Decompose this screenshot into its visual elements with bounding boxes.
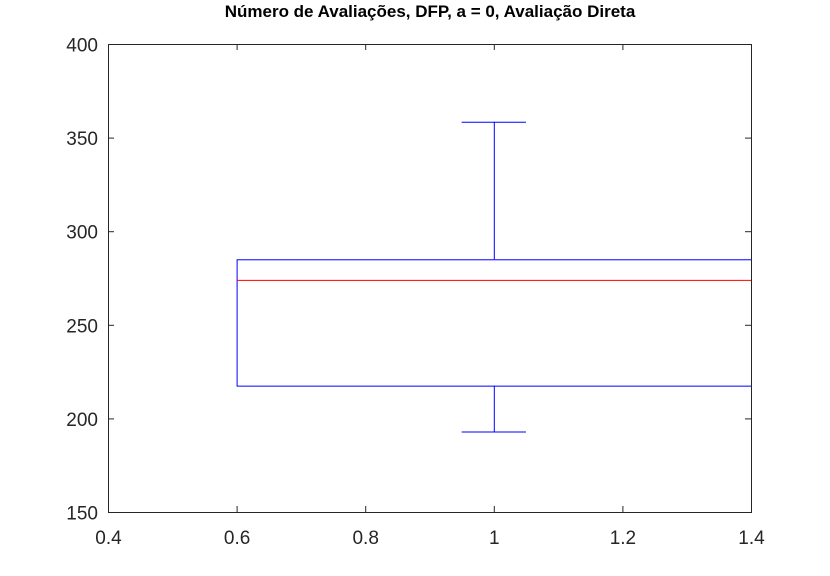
x-axis: 0.4 0.6 0.8 1 1.2 1.4 [95,44,765,549]
x-tick-label: 0.8 [352,528,378,549]
chart-title: Número de Avaliações, DFP, a = 0, Avalia… [225,2,636,21]
x-tick-label: 1.4 [738,528,765,549]
y-tick-label: 150 [66,504,98,525]
y-tick-label: 300 [66,223,98,244]
y-tick-label: 350 [66,129,98,150]
axes-frame [108,44,752,513]
plot-area [108,44,751,512]
y-axis: 150 200 250 300 350 400 [66,36,751,525]
y-tick-label: 200 [66,410,98,431]
x-tick-label: 1 [489,528,500,549]
x-tick-label: 0.4 [95,528,122,549]
y-tick-label: 400 [66,36,98,57]
y-tick-label: 250 [66,316,98,337]
x-tick-label: 1.2 [610,528,636,549]
x-tick-label: 0.6 [224,528,250,549]
